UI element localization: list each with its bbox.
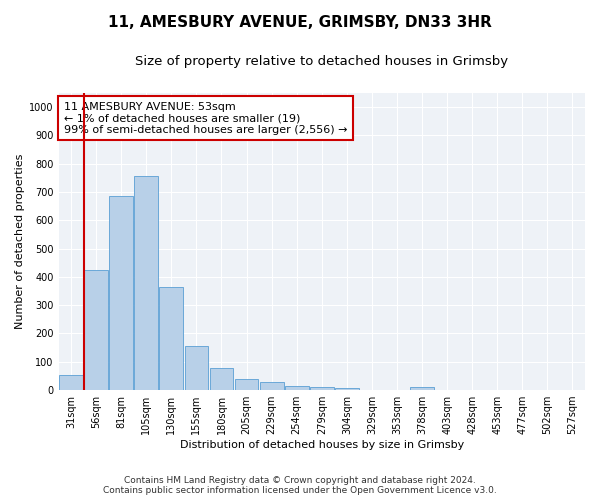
Bar (160, 288, 183, 390)
Y-axis label: Number of detached properties: Number of detached properties (15, 154, 25, 329)
Bar (59, 375, 83, 390)
Text: Contains HM Land Registry data © Crown copyright and database right 2024.
Contai: Contains HM Land Registry data © Crown c… (103, 476, 497, 495)
Bar (109, 196, 133, 390)
Bar (185, 346, 208, 390)
Bar (410, 386, 434, 390)
Bar (134, 176, 158, 390)
Bar (335, 388, 359, 390)
Bar (209, 368, 233, 390)
Bar (84, 270, 108, 390)
Title: Size of property relative to detached houses in Grimsby: Size of property relative to detached ho… (135, 55, 508, 68)
X-axis label: Distribution of detached houses by size in Grimsby: Distribution of detached houses by size … (179, 440, 464, 450)
Bar (285, 386, 308, 390)
Bar (310, 387, 334, 390)
Bar (260, 382, 284, 390)
Text: 11, AMESBURY AVENUE, GRIMSBY, DN33 3HR: 11, AMESBURY AVENUE, GRIMSBY, DN33 3HR (108, 15, 492, 30)
Bar (235, 379, 259, 390)
Text: 11 AMESBURY AVENUE: 53sqm
← 1% of detached houses are smaller (19)
99% of semi-d: 11 AMESBURY AVENUE: 53sqm ← 1% of detach… (64, 102, 347, 135)
